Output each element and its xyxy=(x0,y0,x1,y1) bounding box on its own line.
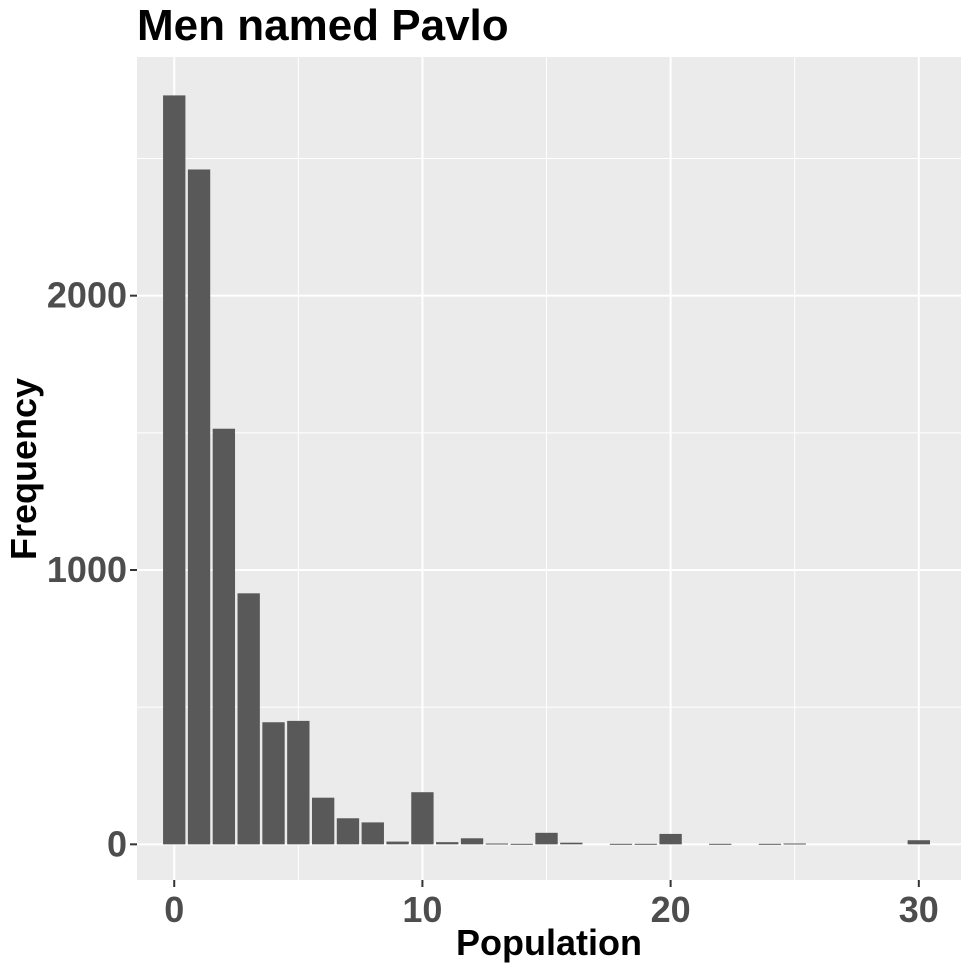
histogram-bar xyxy=(709,843,732,845)
histogram-bar xyxy=(436,842,459,845)
plot-panel xyxy=(137,57,961,880)
histogram-bar xyxy=(560,842,583,845)
y-tick-label: 0 xyxy=(107,823,127,864)
histogram-bar xyxy=(907,840,930,845)
x-axis-title: Population xyxy=(456,922,642,963)
histogram-bar xyxy=(485,843,509,845)
histogram-bar xyxy=(311,797,335,845)
histogram-bar xyxy=(659,833,682,845)
x-tick-label: 30 xyxy=(899,889,939,930)
y-tick-label: 2000 xyxy=(47,275,127,316)
histogram-bar xyxy=(609,843,633,845)
histogram-bar xyxy=(411,792,434,845)
x-tick-label: 10 xyxy=(402,889,442,930)
histogram-bar xyxy=(510,843,533,845)
histogram-bar xyxy=(460,838,484,845)
x-tick-label: 20 xyxy=(651,889,691,930)
chart-title: Men named Pavlo xyxy=(137,1,509,50)
histogram-bar xyxy=(535,832,558,845)
x-axis-ticks: 0 10 20 30 xyxy=(164,880,939,930)
histogram-bar xyxy=(758,843,782,845)
histogram-bar xyxy=(187,169,211,845)
histogram-bar xyxy=(163,95,186,845)
y-tick-label: 1000 xyxy=(47,549,127,590)
x-tick-label: 0 xyxy=(164,889,184,930)
histogram-bar xyxy=(262,722,285,845)
y-axis-ticks: 0 1000 2000 xyxy=(47,275,137,864)
histogram-bar xyxy=(237,593,260,845)
histogram-bar xyxy=(361,822,384,845)
histogram-bar xyxy=(783,843,806,845)
histogram-bar xyxy=(287,720,310,845)
bars xyxy=(163,95,930,845)
y-axis-title: Frequency xyxy=(3,378,44,560)
histogram-bar xyxy=(212,428,236,845)
histogram-bar xyxy=(634,843,657,845)
histogram-bar xyxy=(386,841,409,845)
histogram-bar xyxy=(336,818,360,845)
